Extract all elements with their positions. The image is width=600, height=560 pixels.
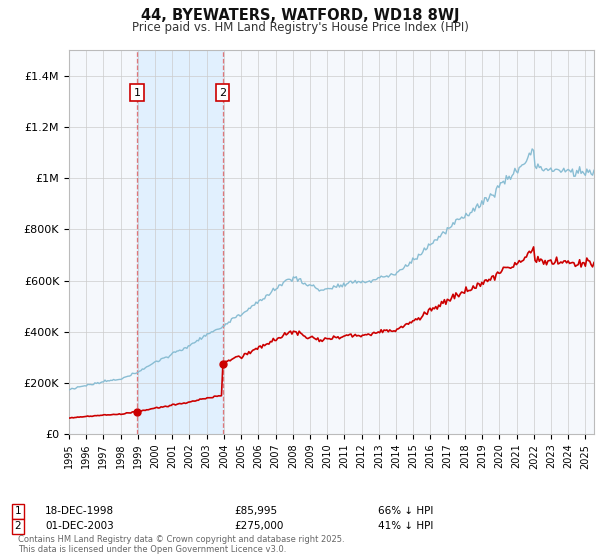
Text: 18-DEC-1998: 18-DEC-1998 [45, 506, 114, 516]
Bar [137, 50, 223, 434]
Text: Price paid vs. HM Land Registry's House Price Index (HPI): Price paid vs. HM Land Registry's House … [131, 21, 469, 34]
Text: 2: 2 [14, 521, 22, 531]
Text: 1: 1 [14, 506, 22, 516]
Text: £85,995: £85,995 [234, 506, 277, 516]
Text: 44, BYEWATERS, WATFORD, WD18 8WJ: 44, BYEWATERS, WATFORD, WD18 8WJ [141, 8, 459, 24]
Text: £275,000: £275,000 [234, 521, 283, 531]
Text: Contains HM Land Registry data © Crown copyright and database right 2025.
This d: Contains HM Land Registry data © Crown c… [18, 535, 344, 554]
Text: 1: 1 [134, 87, 140, 97]
Text: 66% ↓ HPI: 66% ↓ HPI [378, 506, 433, 516]
Text: 2: 2 [219, 87, 226, 97]
Text: 41% ↓ HPI: 41% ↓ HPI [378, 521, 433, 531]
Text: 01-DEC-2003: 01-DEC-2003 [45, 521, 114, 531]
